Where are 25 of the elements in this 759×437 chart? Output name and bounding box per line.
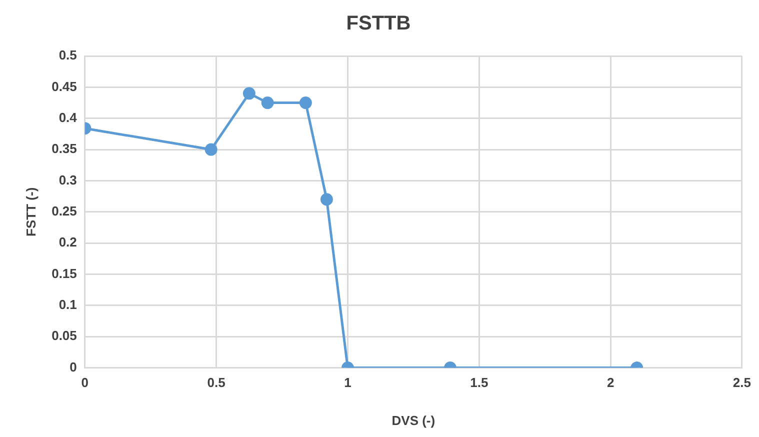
y-tick-label: 0.45 xyxy=(52,78,77,94)
y-tick-label: 0.25 xyxy=(52,203,77,218)
point xyxy=(204,143,218,156)
x-tick-label: 0 xyxy=(81,375,89,390)
point xyxy=(242,87,256,100)
x-tick-label: 0.5 xyxy=(207,375,226,390)
y-tick-label: 0.5 xyxy=(58,48,77,63)
point xyxy=(320,193,333,206)
x-tick-label: 2 xyxy=(606,375,614,390)
x-tick-label: 1.5 xyxy=(470,375,488,390)
point xyxy=(261,96,274,110)
y-tick-label: 0.35 xyxy=(52,141,77,156)
y-tick-label: 0.2 xyxy=(58,234,77,250)
chart-title: FSTTB xyxy=(346,12,411,35)
point xyxy=(299,96,312,110)
y-tick-label: 0 xyxy=(70,359,77,374)
y-tick-label: 0.05 xyxy=(52,328,77,344)
y-tick-label: 0.4 xyxy=(58,110,78,125)
y-tick-label: 0.15 xyxy=(52,266,77,281)
x-tick-label: 1 xyxy=(344,375,352,390)
x-axis-title: DVS (-) xyxy=(392,412,436,428)
y-axis-title: FSTT (-) xyxy=(23,187,38,236)
x-tick-label: 2.5 xyxy=(732,375,752,390)
y-tick-label: 0.1 xyxy=(58,297,77,312)
y-tick-label: 0.3 xyxy=(58,172,77,188)
